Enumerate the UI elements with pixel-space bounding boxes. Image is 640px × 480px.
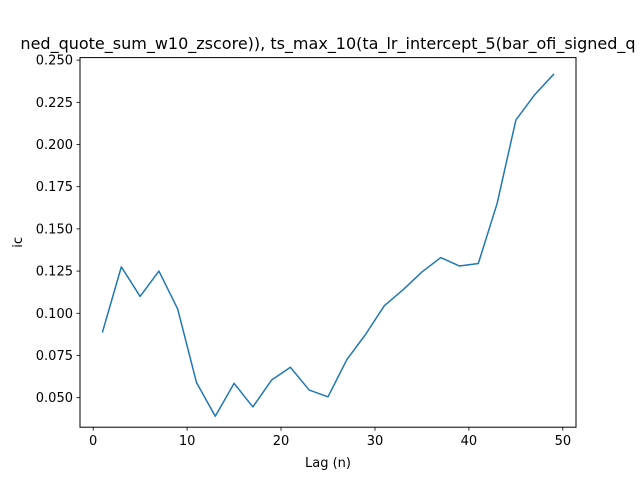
y-tick-label: 0.050 [36,391,73,406]
y-tick-label: 0.225 [36,96,73,111]
y-tick-label: 0.150 [36,222,73,237]
chart-title: ned_quote_sum_w10_zscore)), ts_max_10(ta… [20,34,635,54]
plot-area [80,57,576,428]
x-tick-label: 10 [179,434,196,449]
x-tick-label: 30 [367,434,384,449]
y-axis: 0.050 0.075 0.100 0.125 0.150 0.175 0.200 0.225… [36,54,80,406]
series-layer [101,73,555,417]
x-tick-label: 20 [273,434,290,449]
x-axis-label: Lag (n) [305,456,351,471]
x-tick-label: 50 [555,434,572,449]
y-tick-label: 0.100 [36,307,73,322]
x-axis: 0 10 20 30 40 50 [89,427,571,449]
y-tick-label: 0.250 [36,54,73,69]
y-tick-label: 0.075 [36,349,73,364]
x-tick-label: 0 [89,434,97,449]
y-axis-label: ic [11,237,26,248]
x-tick-label: 40 [461,434,478,449]
y-tick-label: 0.175 [36,180,73,195]
y-tick-label: 0.125 [36,265,73,280]
y-tick-label: 0.200 [36,138,73,153]
plot-frame [79,57,577,428]
